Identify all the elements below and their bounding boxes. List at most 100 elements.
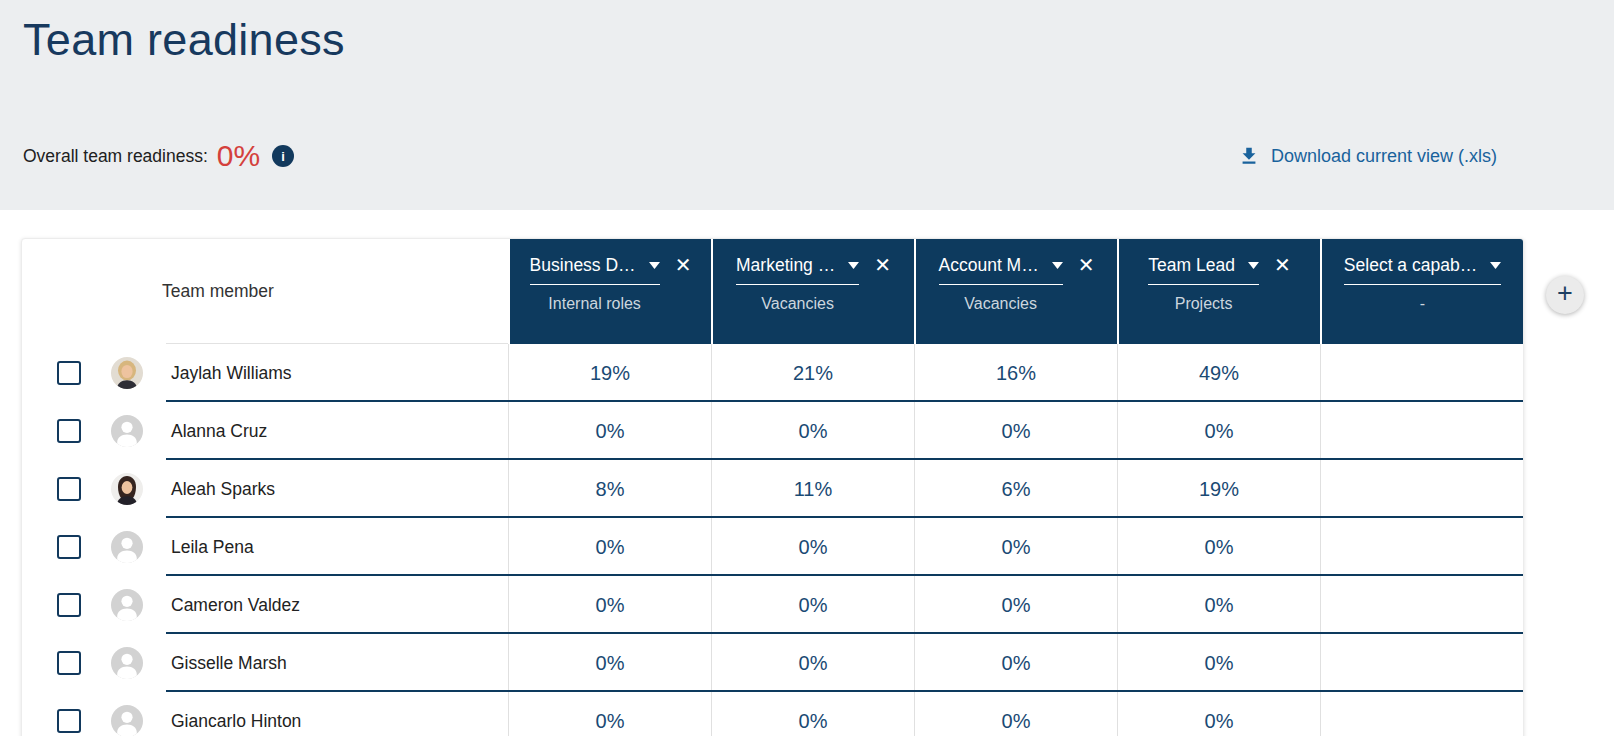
- capability-group: Marketing … Vacancies: [736, 252, 859, 314]
- overall-readiness-value: 0%: [217, 141, 260, 171]
- row-checkbox[interactable]: [57, 419, 81, 443]
- avatar-photo: [111, 357, 143, 389]
- readiness-cell: 0%: [711, 576, 914, 634]
- table-row: Alanna Cruz 0%0%0%0%: [22, 402, 1523, 460]
- row-checkbox[interactable]: [57, 477, 81, 501]
- capability-select[interactable]: Marketing …: [736, 252, 859, 278]
- team-readiness-table: Team member Business D… Internal roles ✕…: [21, 238, 1524, 736]
- readiness-cell: 0%: [711, 692, 914, 736]
- member-cell: Giancarlo Hinton: [22, 692, 508, 736]
- readiness-cell: 49%: [1117, 344, 1320, 402]
- capability-group: Team Lead Projects: [1148, 252, 1259, 314]
- download-label: Download current view (.xls): [1271, 146, 1497, 167]
- readiness-cell: 0%: [1117, 692, 1320, 736]
- capability-type-label: Projects: [1148, 295, 1259, 314]
- chevron-down-icon[interactable]: [1248, 262, 1259, 269]
- info-icon[interactable]: i: [272, 145, 294, 167]
- member-name: Aleah Sparks: [171, 479, 275, 500]
- readiness-cell: 0%: [1117, 634, 1320, 692]
- download-link[interactable]: Download current view (.xls): [1238, 145, 1497, 167]
- readiness-cell: 0%: [1117, 518, 1320, 576]
- row-checkbox[interactable]: [57, 361, 81, 385]
- capability-underline: [530, 284, 660, 285]
- capability-column-header: Team Lead Projects ✕: [1117, 239, 1320, 344]
- capability-underline: [1344, 284, 1501, 285]
- table-row: Gisselle Marsh 0%0%0%0%: [22, 634, 1523, 692]
- readiness-cell: [1320, 460, 1523, 518]
- readiness-cell: 0%: [1117, 576, 1320, 634]
- avatar-photo: [111, 473, 143, 505]
- table-row: Aleah Sparks 8%11%6%19%: [22, 460, 1523, 518]
- readiness-cell: 0%: [711, 402, 914, 460]
- chevron-down-icon[interactable]: [649, 262, 660, 269]
- page-title: Team readiness: [23, 14, 345, 66]
- overall-readiness: Overall team readiness: 0% i: [23, 141, 294, 171]
- row-checkbox[interactable]: [57, 709, 81, 733]
- chevron-down-icon[interactable]: [848, 262, 859, 269]
- member-cell: Cameron Valdez: [22, 576, 508, 634]
- readiness-cell: 0%: [914, 576, 1117, 634]
- capability-title: Marketing …: [736, 255, 835, 276]
- row-checkbox[interactable]: [57, 593, 81, 617]
- member-cell: Jaylah Williams: [22, 344, 508, 402]
- readiness-cell: 8%: [508, 460, 711, 518]
- readiness-cell: 0%: [914, 518, 1117, 576]
- capability-underline: [939, 284, 1063, 285]
- capability-title: Account M…: [939, 255, 1039, 276]
- row-checkbox[interactable]: [57, 535, 81, 559]
- readiness-cell: 0%: [1117, 402, 1320, 460]
- row-checkbox[interactable]: [57, 651, 81, 675]
- capability-underline: [1148, 284, 1259, 285]
- member-name: Jaylah Williams: [171, 363, 292, 384]
- readiness-cell: 21%: [711, 344, 914, 402]
- readiness-cell: 0%: [914, 634, 1117, 692]
- capability-group: Business D… Internal roles: [530, 252, 660, 314]
- capability-select[interactable]: Business D…: [530, 252, 660, 278]
- member-name: Cameron Valdez: [171, 595, 300, 616]
- header-subrow: Overall team readiness: 0% i Download cu…: [23, 137, 1497, 175]
- capability-title: Business D…: [530, 255, 636, 276]
- capability-select[interactable]: Account M…: [939, 252, 1063, 278]
- remove-capability-icon[interactable]: ✕: [874, 252, 891, 278]
- capability-group: Select a capab… -: [1344, 252, 1501, 314]
- overall-readiness-label: Overall team readiness:: [23, 146, 208, 167]
- capability-type-label: Internal roles: [530, 295, 660, 314]
- table-row: Cameron Valdez 0%0%0%0%: [22, 576, 1523, 634]
- capability-type-label: -: [1344, 295, 1501, 314]
- chevron-down-icon[interactable]: [1052, 262, 1063, 269]
- capability-select[interactable]: Team Lead: [1148, 252, 1259, 278]
- capability-column-header: Account M… Vacancies ✕: [914, 239, 1117, 344]
- team-member-header-label: Team member: [162, 281, 274, 302]
- remove-capability-icon[interactable]: ✕: [1274, 252, 1291, 278]
- readiness-cell: 6%: [914, 460, 1117, 518]
- page-header: Team readiness Overall team readiness: 0…: [0, 0, 1614, 210]
- capability-select[interactable]: Select a capab…: [1344, 252, 1501, 278]
- readiness-cell: 0%: [508, 634, 711, 692]
- table-row: Jaylah Williams 19%21%16%49%: [22, 344, 1523, 402]
- capability-column-header: Marketing … Vacancies ✕: [711, 239, 914, 344]
- readiness-cell: 19%: [508, 344, 711, 402]
- member-cell: Aleah Sparks: [22, 460, 508, 518]
- readiness-cell: 0%: [914, 402, 1117, 460]
- avatar-placeholder-icon: [111, 647, 143, 679]
- readiness-cell: 16%: [914, 344, 1117, 402]
- readiness-cell: [1320, 344, 1523, 402]
- avatar-placeholder-icon: [111, 589, 143, 621]
- readiness-cell: [1320, 518, 1523, 576]
- readiness-cell: 0%: [508, 576, 711, 634]
- capability-column-header: Select a capab… -: [1320, 239, 1523, 344]
- remove-capability-icon[interactable]: ✕: [675, 252, 692, 278]
- add-capability-column-button[interactable]: +: [1546, 276, 1584, 314]
- readiness-cell: 0%: [711, 518, 914, 576]
- readiness-cell: 0%: [508, 692, 711, 736]
- table-row: Giancarlo Hinton 0%0%0%0%: [22, 692, 1523, 736]
- table-header-row: Team member Business D… Internal roles ✕…: [22, 239, 1523, 344]
- chevron-down-icon[interactable]: [1490, 262, 1501, 269]
- readiness-cell: [1320, 402, 1523, 460]
- avatar-placeholder-icon: [111, 705, 143, 736]
- readiness-cell: 0%: [914, 692, 1117, 736]
- remove-capability-icon[interactable]: ✕: [1078, 252, 1095, 278]
- readiness-cell: [1320, 634, 1523, 692]
- member-name: Alanna Cruz: [171, 421, 267, 442]
- readiness-cell: [1320, 576, 1523, 634]
